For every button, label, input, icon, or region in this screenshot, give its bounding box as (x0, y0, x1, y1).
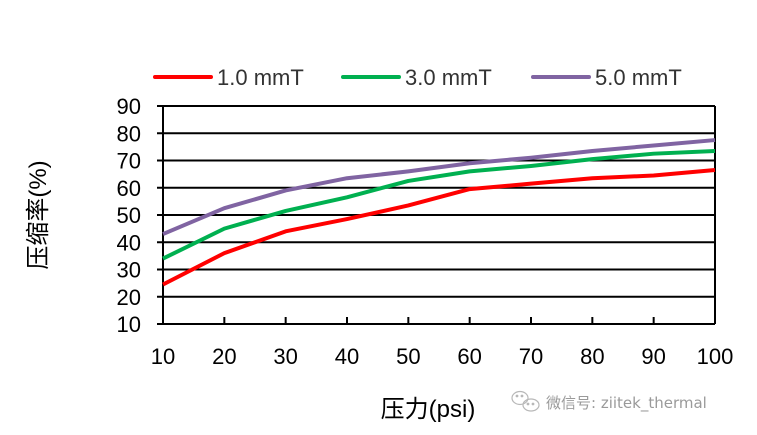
y-tick-label: 40 (117, 230, 141, 255)
x-tick-label: 90 (641, 344, 665, 369)
y-tick-label: 70 (117, 149, 141, 174)
x-tick-label: 70 (519, 344, 543, 369)
wechat-icon (511, 390, 540, 412)
series-line (162, 148, 716, 261)
legend: 1.0 mmT 3.0 mmT 5.0 mmT (153, 65, 682, 90)
x-tick-label: 30 (273, 344, 297, 369)
x-tick-label: 80 (580, 344, 604, 369)
x-tick-label: 60 (457, 344, 481, 369)
legend-label: 1.0 mmT (217, 65, 304, 90)
y-axis-title: 压缩率(%) (25, 160, 52, 269)
watermark: 微信号: ziitek_thermal (511, 390, 707, 413)
y-tick-label: 60 (117, 176, 141, 201)
watermark-text: 微信号: ziitek_thermal (546, 394, 707, 413)
y-tick-label: 10 (117, 312, 141, 337)
series-line (162, 168, 716, 287)
x-tick-labels: 10 20 30 40 50 60 70 80 90 100 (151, 344, 734, 369)
y-tick-label: 80 (117, 121, 141, 146)
axes (162, 106, 716, 325)
legend-label: 3.0 mmT (405, 65, 492, 90)
x-tick-label: 100 (697, 344, 734, 369)
x-tick-label: 20 (212, 344, 236, 369)
gridlines (157, 105, 715, 325)
legend-label: 5.0 mmT (595, 65, 682, 90)
x-tick-label: 10 (151, 344, 175, 369)
y-tick-label: 90 (117, 94, 141, 119)
y-tick-label: 20 (117, 285, 141, 310)
x-axis-title: 压力(psi) (381, 396, 476, 423)
series-lines (162, 138, 716, 287)
y-tick-label: 50 (117, 203, 141, 228)
series-line (162, 138, 716, 236)
x-tick-label: 40 (335, 344, 359, 369)
x-tick-label: 50 (396, 344, 420, 369)
y-tick-label: 30 (117, 258, 141, 283)
